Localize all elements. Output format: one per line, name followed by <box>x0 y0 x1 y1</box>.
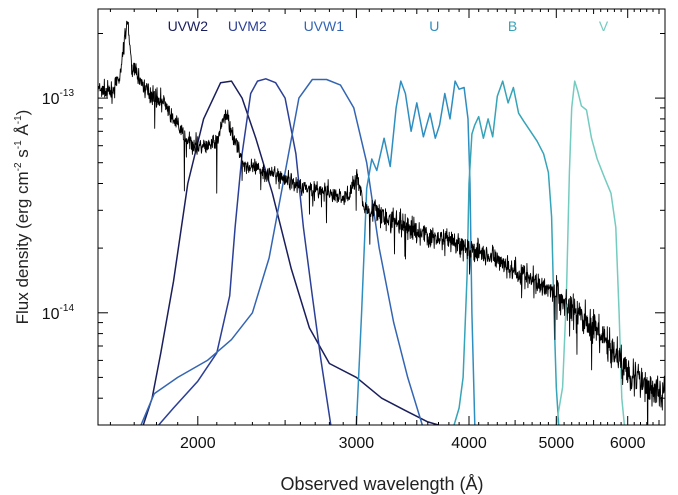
y-axis-label-sup: -1 <box>13 140 24 149</box>
filter-curve-uvw1 <box>140 78 424 425</box>
x-tick-label: 2000 <box>180 435 216 452</box>
y-axis-label-sup: -1 <box>13 115 24 124</box>
band-label-v: V <box>599 18 609 34</box>
y-axis-label-part: ) <box>13 110 32 116</box>
filter-curve-u <box>355 80 476 425</box>
x-tick-label: 4000 <box>451 435 487 452</box>
x-tick-label: 5000 <box>539 435 575 452</box>
x-axis-ticks: 2000 3000 4000 5000 6000 <box>109 9 660 452</box>
filter-curve-uvm2 <box>158 78 332 425</box>
y-tick-label: 10-13 <box>42 88 75 108</box>
band-label-b: B <box>508 18 517 34</box>
band-labels: UVW2 UVM2 UVW1 U B V <box>168 18 609 34</box>
band-label-uvm2: UVM2 <box>228 18 267 34</box>
y-axis-label: Flux density (erg cm-2 s-1 Å-1) <box>13 110 32 325</box>
band-label-u: U <box>429 18 439 34</box>
filter-curve-b <box>453 80 560 425</box>
y-axis-label-part: Å <box>13 124 32 141</box>
y-axis-label-sup: -2 <box>13 162 24 171</box>
y-axis-ticks: 10-14 10-13 <box>42 33 665 426</box>
y-tick-label: 10-14 <box>42 303 75 323</box>
x-tick-label: 6000 <box>610 435 646 452</box>
spectrum-line <box>98 20 665 425</box>
x-tick-label: 3000 <box>339 435 375 452</box>
band-label-uvw1: UVW1 <box>304 18 345 34</box>
y-axis-label-part: s <box>13 149 32 162</box>
x-axis-label: Observed wavelength (Å) <box>280 474 483 494</box>
plot-curves <box>98 20 665 425</box>
filter-curve-uvw2 <box>142 80 439 425</box>
band-label-uvw2: UVW2 <box>168 18 209 34</box>
y-axis-label-main: Flux density (erg cm <box>13 171 32 324</box>
filter-curve-v <box>555 80 626 425</box>
